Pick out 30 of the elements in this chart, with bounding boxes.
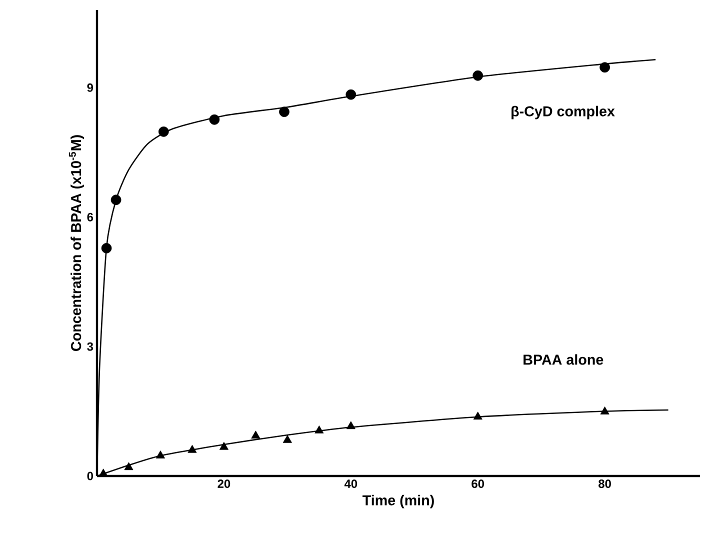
x-tick-label: 20 <box>218 480 230 488</box>
text: β-CyD complex <box>512 106 615 120</box>
point <box>314 426 324 434</box>
text: BPAA alone <box>524 354 604 365</box>
y-tick-label: 3 <box>87 342 94 351</box>
point <box>279 106 290 118</box>
y-tick-label: 0 <box>87 472 93 480</box>
point <box>156 450 165 458</box>
point <box>346 89 356 100</box>
point <box>101 242 112 254</box>
x-axis-title: Time (min) <box>362 494 434 508</box>
point <box>346 421 356 430</box>
point <box>124 462 134 470</box>
x-tick-label: 80 <box>598 480 611 488</box>
x-tick-label: 40 <box>344 480 358 488</box>
point <box>600 62 610 73</box>
point <box>188 444 197 453</box>
y-tick-label: 6 <box>87 212 94 222</box>
point <box>209 114 220 125</box>
point <box>110 194 122 206</box>
point <box>251 430 260 439</box>
point <box>600 406 610 414</box>
point <box>472 70 484 81</box>
x-tick-label: 60 <box>472 480 484 488</box>
point <box>282 435 292 443</box>
y-axis-title: Concentration of BPAA (x10$^{-5}$M) <box>68 135 84 351</box>
point <box>158 126 169 137</box>
point <box>473 412 482 420</box>
point <box>219 442 228 450</box>
y-tick-label: 9 <box>87 83 94 92</box>
